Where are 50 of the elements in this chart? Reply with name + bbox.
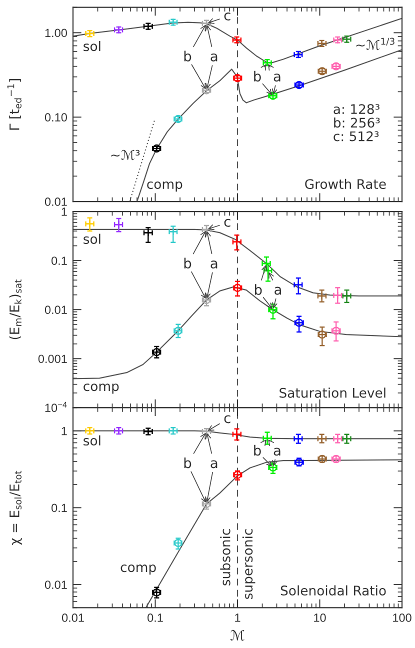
y-axis-title: χ = E$_{sol}$/E$_{tot}$ (10, 470, 22, 545)
y-tick-label: 1 (62, 208, 67, 216)
annotation: supersonic (242, 529, 256, 599)
y-tick-label: 10$^{−4}$ (45, 402, 67, 412)
annotation: b (184, 258, 192, 269)
annotation: b (254, 70, 261, 82)
annotation: a (274, 286, 282, 295)
y-axis-title: Γ [t$_{ed}$$^{−1}$] (7, 78, 22, 130)
annotation: c (224, 415, 230, 424)
y-axis-title: (E$_{m}$/E$_{k}$)$_{sat}$ (9, 280, 22, 340)
series-label: sol (84, 40, 100, 52)
x-tick-label: 100 (393, 614, 412, 622)
y-tick-label: 0.001 (38, 354, 67, 364)
annotation: c: 512³ (334, 131, 379, 142)
annotation: b (254, 444, 261, 456)
annotation: c (224, 12, 230, 20)
annotation: b (184, 50, 192, 62)
x-tick-label: 1 (235, 614, 240, 622)
y-tick-label: 1.00 (45, 28, 67, 38)
annotation: a (274, 74, 280, 82)
series-label: ∼ℳ³ (111, 150, 140, 160)
text: Growth Rate (305, 178, 386, 190)
y-tick-label: 0.01 (44, 306, 67, 314)
annotation: subsonic (220, 529, 230, 586)
y-tick-label: 0.1 (51, 504, 67, 512)
annotation: a (210, 260, 218, 269)
annotation: ∼ℳ$^{1/3}$ (356, 38, 394, 50)
series-label: comp (120, 564, 156, 575)
series-label: sol (84, 435, 100, 446)
y-tick-label: 0.10 (44, 113, 67, 122)
series-label: comp (147, 181, 182, 192)
annotation: a (274, 448, 280, 456)
x-tick-label: 0.1 (148, 614, 163, 622)
x-tick-label: 10 (314, 614, 326, 622)
annotation: b (254, 284, 262, 295)
series-label: comp (84, 384, 119, 394)
text: Saturation Level (280, 388, 386, 398)
text: Solenoidal Ratio (280, 585, 386, 596)
annotation: a (210, 460, 218, 468)
annotation: a (210, 53, 218, 62)
annotation: c (224, 218, 230, 227)
annotation: b (184, 457, 192, 468)
y-tick-label: 0.01 (44, 198, 67, 206)
annotation: a: 128³ (334, 104, 380, 114)
annotation: b: 256³ (334, 117, 380, 128)
series-label: sol (84, 234, 100, 244)
x-axis-title: ℳ (230, 630, 244, 641)
y-tick-label: 0.01 (44, 580, 67, 589)
y-tick-label: 0.1 (51, 256, 67, 265)
y-tick-label: 1 (62, 427, 67, 436)
